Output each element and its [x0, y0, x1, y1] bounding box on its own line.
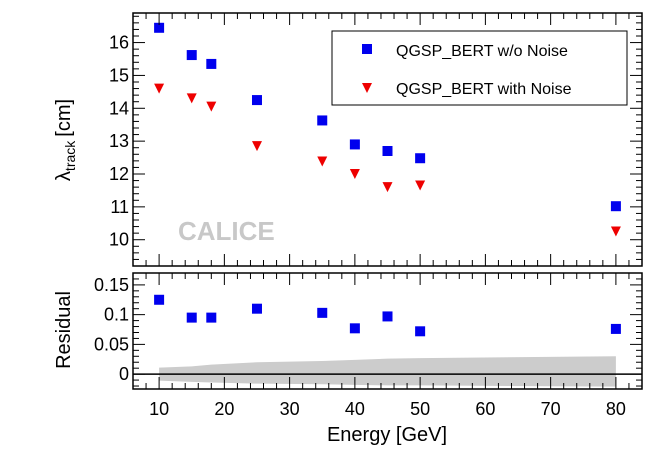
bottom-point-square [206, 312, 217, 323]
x-tick-label: 50 [410, 399, 430, 419]
y-tick-label: 16 [109, 33, 129, 53]
bottom-point-square [154, 294, 165, 305]
top-point-triangle [251, 141, 262, 152]
bottom-point-square [317, 307, 328, 318]
bottom-plot-frame [132, 272, 643, 390]
calice-watermark: CALICE [178, 216, 275, 246]
y-tick-label: 0.1 [104, 305, 129, 325]
systematic-uncertainty-band [159, 356, 616, 387]
residual-panel: 10 20 30 40 50 60 70 80 0 0.05 0.1 0.15 Residual En… [53, 272, 643, 446]
top-point-square [186, 50, 197, 61]
bottom-point-square [415, 326, 426, 337]
y-tick-label: 0.15 [94, 275, 129, 295]
lambda-symbol: λ [53, 171, 75, 181]
top-point-triangle [186, 93, 197, 104]
y-tick-label: 14 [109, 98, 129, 118]
legend: QGSP_BERT w/o Noise QGSP_BERT with Noise [331, 30, 628, 106]
top-point-square [349, 139, 360, 150]
bottom-point-square [610, 323, 621, 334]
legend-label-wo-noise: QGSP_BERT w/o Noise [396, 43, 568, 60]
bottom-point-square [382, 311, 393, 322]
y-tick-label: 0.05 [94, 334, 129, 354]
top-point-triangle [382, 182, 393, 193]
x-tick-label: 70 [541, 399, 561, 419]
y-tick-label: 0 [119, 364, 129, 384]
top-point-square [251, 95, 262, 106]
legend-label-with-noise: QGSP_BERT with Noise [396, 81, 572, 98]
top-point-triangle [206, 101, 217, 112]
bottom-point-square [349, 323, 360, 334]
y-tick-label: 11 [110, 197, 129, 217]
x-tick-label: 20 [214, 399, 234, 419]
y-tick-label: 13 [109, 131, 129, 151]
x-axis-label: Energy [GeV] [327, 424, 447, 446]
x-tick-label: 30 [280, 399, 300, 419]
legend-box [331, 30, 628, 106]
top-point-square [415, 153, 426, 164]
bottom-y-axis-label: Residual [53, 291, 75, 369]
top-plot-frame [132, 12, 643, 267]
top-point-square [206, 58, 217, 69]
lambda-track-panel: CALICE 10 11 12 13 14 15 16 λtrack [cm] QGSP_BE… [53, 12, 643, 267]
top-point-triangle [154, 83, 165, 94]
legend-marker-wo-noise [362, 44, 372, 54]
top-y-axis-label: λtrack [cm] [53, 99, 78, 181]
bottom-point-square [251, 303, 262, 314]
top-point-triangle [317, 156, 328, 167]
y-tick-label: 10 [109, 230, 129, 250]
y-tick-label: 12 [109, 164, 129, 184]
top-point-square [382, 146, 393, 156]
top-point-triangle [349, 169, 360, 179]
x-tick-label: 80 [606, 399, 626, 419]
unit-label: [cm] [53, 99, 75, 137]
top-point-square [154, 22, 165, 33]
top-point-square [317, 115, 328, 126]
bottom-point-square [186, 312, 197, 323]
track-subscript: track [62, 140, 78, 171]
top-point-triangle [610, 226, 621, 237]
legend-marker-with-noise [362, 83, 372, 93]
x-tick-label: 10 [149, 399, 169, 419]
top-point-triangle [415, 180, 426, 191]
x-tick-label: 40 [345, 399, 365, 419]
top-point-square [610, 201, 621, 212]
y-tick-label: 15 [109, 65, 129, 85]
x-tick-label: 60 [475, 399, 495, 419]
